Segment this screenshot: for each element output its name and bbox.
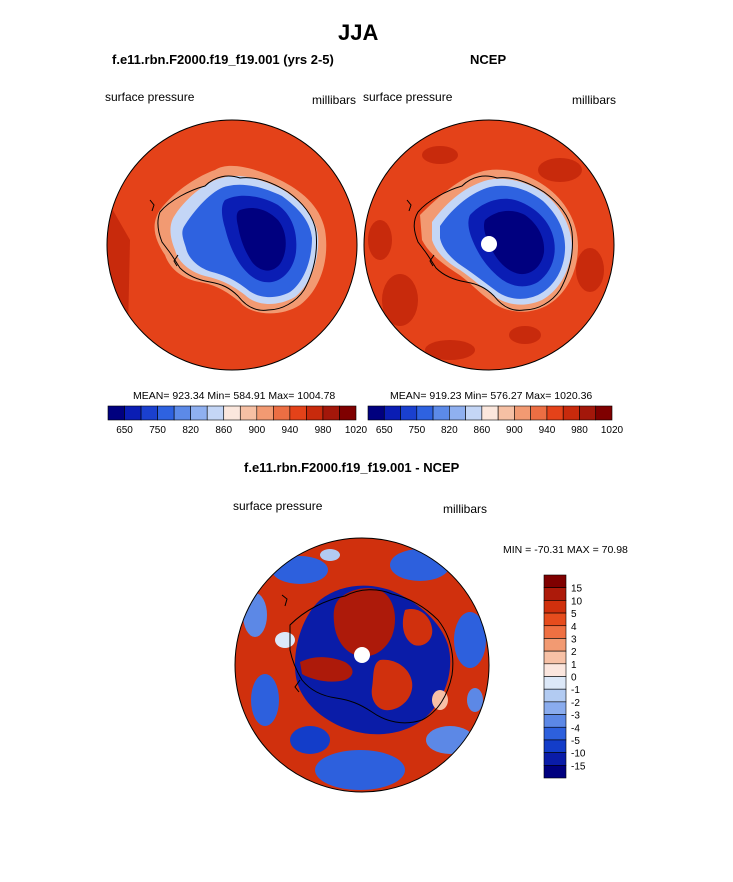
model-colorbar-tick-label: 980	[315, 425, 332, 436]
diff-colorbar-swatch	[543, 650, 567, 665]
diff-stats: MIN = -70.31 MAX = 70.98	[503, 544, 628, 556]
obs-colorbar-tick-label: 900	[506, 425, 523, 436]
diff-colorbar-swatch	[543, 765, 567, 779]
obs-colorbar: 650 750 820 860 900 940 980 1020	[367, 405, 624, 436]
obs-colorbar-tick-label: 650	[376, 425, 393, 436]
diff-colorbar-swatch	[543, 612, 567, 627]
obs-colorbar-swatch	[514, 405, 531, 421]
model-colorbar-swatch	[206, 405, 225, 421]
diff-colorbar-swatch	[543, 625, 567, 639]
model-colorbar: 650 750 820 860 900 940 980 1020	[107, 405, 368, 436]
obs-colorbar-tick-label: 940	[539, 425, 556, 436]
model-colorbar-tick-label: 900	[248, 425, 265, 436]
obs-colorbar-swatch	[416, 405, 434, 421]
diff-colorbar-tick-label: 10	[571, 596, 583, 607]
diff-colorbar-swatch	[543, 688, 567, 703]
obs-polar-map	[364, 120, 614, 370]
model-colorbar-swatch	[190, 405, 208, 421]
diff-panel-title: f.e11.rbn.F2000.f19_f19.001 - NCEP	[244, 460, 460, 475]
model-colorbar-swatch	[256, 405, 274, 421]
obs-colorbar-tick-label: 980	[571, 425, 588, 436]
obs-variable-label: surface pressure	[363, 90, 453, 104]
obs-colorbar-tick-label: 820	[441, 425, 458, 436]
model-colorbar-tick-label: 860	[215, 425, 232, 436]
model-colorbar-tick-label: 820	[182, 425, 199, 436]
obs-panel-title: NCEP	[470, 52, 507, 67]
model-colorbar-swatch	[140, 405, 158, 421]
obs-colorbar-swatch	[400, 405, 418, 421]
obs-colorbar-swatch	[530, 405, 548, 421]
diff-colorbar-tick-label: 3	[571, 634, 577, 645]
obs-colorbar-swatch	[449, 405, 466, 421]
diff-colorbar-swatch	[543, 638, 567, 652]
obs-colorbar-tick-label: 750	[408, 425, 425, 436]
model-colorbar-swatch	[306, 405, 324, 421]
obs-colorbar-swatch	[579, 405, 597, 421]
diff-colorbar-tick-label: -10	[571, 749, 586, 760]
model-units-label: millibars	[312, 93, 357, 107]
diff-colorbar-swatch	[543, 663, 567, 677]
obs-colorbar-swatch	[562, 405, 580, 421]
diff-colorbar-tick-label: -1	[571, 685, 580, 696]
model-colorbar-swatch	[322, 405, 340, 421]
diff-colorbar-tick-label: 1	[571, 660, 577, 671]
model-panel-title: f.e11.rbn.F2000.f19_f19.001 (yrs 2-5)	[112, 52, 334, 67]
obs-colorbar-swatch	[481, 405, 499, 421]
obs-units-label: millibars	[572, 93, 617, 107]
model-variable-label: surface pressure	[105, 90, 195, 104]
diff-colorbar-swatch	[543, 600, 567, 614]
model-colorbar-swatch	[223, 405, 241, 421]
diff-colorbar-tick-label: -5	[571, 736, 580, 747]
model-colorbar-swatch	[124, 405, 142, 421]
model-colorbar-tick-label: 750	[149, 425, 166, 436]
diff-units-label: millibars	[443, 502, 488, 516]
obs-colorbar-swatch	[595, 405, 613, 421]
diff-colorbar-swatch	[543, 726, 567, 741]
diff-colorbar-tick-label: 5	[571, 609, 577, 620]
diff-colorbar-tick-label: -3	[571, 711, 580, 722]
model-colorbar-swatch	[339, 405, 357, 421]
main-title: JJA	[338, 20, 379, 45]
diff-colorbar-tick-label: 4	[571, 622, 577, 633]
model-colorbar-tick-label: 940	[282, 425, 299, 436]
obs-colorbar-swatch	[367, 405, 385, 421]
obs-colorbar-swatch	[465, 405, 483, 421]
diff-colorbar-tick-label: 0	[571, 673, 577, 684]
diff-colorbar-swatch	[543, 574, 567, 588]
diff-colorbar-tick-label: -4	[571, 723, 580, 734]
obs-colorbar-swatch	[383, 405, 401, 421]
model-colorbar-swatch	[273, 405, 291, 421]
obs-colorbar-tick-label: 1020	[601, 425, 624, 436]
diff-colorbar-tick-label: 2	[571, 647, 577, 658]
model-colorbar-swatch	[173, 405, 191, 421]
obs-colorbar-swatch	[432, 405, 450, 421]
obs-colorbar-swatch	[497, 405, 515, 421]
diff-colorbar-tick-label: 15	[571, 584, 583, 595]
obs-colorbar-swatch	[546, 405, 564, 421]
diff-colorbar-swatch	[543, 714, 567, 728]
model-colorbar-swatch	[239, 405, 258, 421]
diff-colorbar-swatch	[543, 739, 567, 753]
diff-variable-label: surface pressure	[233, 499, 323, 513]
model-colorbar-swatch	[157, 405, 175, 421]
model-colorbar-swatch	[107, 405, 125, 421]
model-polar-map	[107, 120, 357, 370]
diff-polar-map	[235, 538, 489, 792]
model-colorbar-tick-label: 1020	[345, 425, 368, 436]
diff-colorbar-swatch	[543, 701, 567, 715]
obs-colorbar-tick-label: 860	[474, 425, 491, 436]
diff-colorbar-tick-label: -2	[571, 698, 580, 709]
diff-colorbar-swatch	[543, 587, 567, 601]
obs-stats: MEAN= 919.23 Min= 576.27 Max= 1020.36	[390, 390, 593, 402]
diff-colorbar-tick-label: -15	[571, 761, 586, 772]
diff-colorbar-swatch	[543, 676, 567, 690]
model-stats: MEAN= 923.34 Min= 584.91 Max= 1004.78	[133, 390, 336, 402]
diff-colorbar-swatch	[543, 752, 567, 766]
model-colorbar-swatch	[289, 405, 307, 421]
model-colorbar-tick-label: 650	[116, 425, 133, 436]
